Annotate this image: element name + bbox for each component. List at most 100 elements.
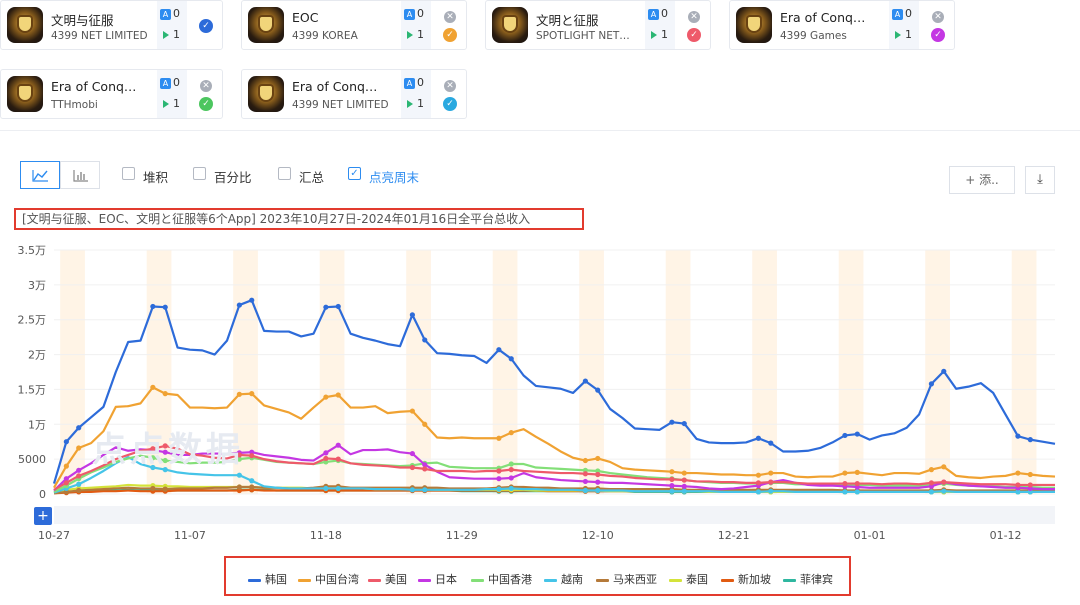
app-name: Era of Conq… <box>51 79 137 94</box>
data-point <box>768 479 774 485</box>
remove-icon[interactable]: ✕ <box>444 11 456 23</box>
data-point <box>150 303 156 310</box>
data-point <box>755 480 762 486</box>
data-point <box>409 312 415 318</box>
app-icon <box>7 7 43 43</box>
app-publisher: 4399 Games <box>780 30 847 42</box>
legend-item[interactable]: 越南 <box>544 571 583 587</box>
legend-item[interactable]: 马来西亚 <box>596 571 657 587</box>
y-tick-label: 1.5万 <box>18 383 47 396</box>
legend-label: 泰国 <box>686 573 708 586</box>
remove-icon[interactable]: ✕ <box>932 11 944 23</box>
data-point <box>681 488 687 494</box>
data-point <box>335 485 341 492</box>
data-point <box>63 476 69 482</box>
y-tick-label: 2万 <box>28 349 46 362</box>
ios-count: 0 <box>905 7 912 20</box>
remove-icon[interactable]: ✕ <box>444 80 456 92</box>
data-point <box>63 463 69 469</box>
data-point <box>842 480 848 487</box>
data-point <box>409 487 415 493</box>
y-tick-label: 3.5万 <box>18 244 47 257</box>
legend-item[interactable]: 新加坡 <box>721 571 771 587</box>
legend-item[interactable]: 菲律宾 <box>783 571 833 587</box>
data-point <box>76 467 82 473</box>
x-tick-label: 11-29 <box>446 529 478 542</box>
data-point <box>150 384 156 390</box>
app-store-icon: A <box>892 8 903 20</box>
app-icon <box>736 7 772 43</box>
data-point <box>508 467 514 473</box>
check-icon[interactable]: ✓ <box>199 97 213 111</box>
android-count: 1 <box>173 97 180 110</box>
data-point <box>681 420 687 427</box>
legend-item[interactable]: 中国台湾 <box>298 571 359 587</box>
app-name: 文明与征服 <box>51 13 114 28</box>
data-point <box>409 464 415 471</box>
remove-icon[interactable]: ✕ <box>200 80 212 92</box>
zoom-add-button[interactable]: + <box>34 507 52 525</box>
data-point <box>941 488 947 494</box>
data-point <box>842 470 848 476</box>
check-icon[interactable]: ✓ <box>443 28 457 42</box>
bar-chart-toggle[interactable] <box>60 161 100 189</box>
app-store-icon: A <box>160 77 171 89</box>
data-point <box>162 457 168 464</box>
check-icon[interactable]: ✓ <box>931 28 945 42</box>
data-point <box>422 421 428 427</box>
data-point <box>63 480 69 486</box>
legend-item[interactable]: 韩国 <box>248 571 287 587</box>
check-icon[interactable]: ✓ <box>687 28 701 42</box>
check-icon[interactable]: ✓ <box>443 97 457 111</box>
stack-checkbox[interactable] <box>122 167 135 180</box>
app-store-icon: A <box>160 8 171 20</box>
remove-icon[interactable]: ✕ <box>688 11 700 23</box>
check-icon[interactable]: ✓ <box>199 19 213 33</box>
download-button[interactable]: ⤓ <box>1025 166 1055 194</box>
data-point <box>236 302 242 308</box>
data-point <box>335 442 341 448</box>
app-name: EOC <box>292 10 319 25</box>
app-publisher: 4399 NET LIMITED <box>51 30 148 42</box>
weekend-band <box>492 250 518 494</box>
ios-count: 0 <box>417 76 424 89</box>
legend-item[interactable]: 日本 <box>418 571 457 587</box>
divider <box>0 130 1080 131</box>
data-point <box>755 489 762 495</box>
total-checkbox[interactable] <box>278 167 291 180</box>
data-point <box>422 466 428 472</box>
line-chart-toggle[interactable] <box>20 161 60 189</box>
data-point <box>768 470 774 476</box>
total-label: 汇总 <box>299 170 325 185</box>
x-tick-label: 01-12 <box>990 529 1022 542</box>
legend-item[interactable]: 中国香港 <box>471 571 532 587</box>
app-icon <box>248 76 284 112</box>
data-point <box>76 481 82 487</box>
weekend-checkbox[interactable]: ✓ <box>348 167 361 180</box>
data-point <box>162 391 168 397</box>
series-line <box>52 299 1056 484</box>
data-point <box>496 476 502 482</box>
data-point <box>335 303 341 310</box>
percent-checkbox[interactable] <box>193 167 206 180</box>
app-name: Era of Conq… <box>292 79 378 94</box>
android-count: 1 <box>173 28 180 41</box>
legend-item[interactable]: 泰国 <box>669 571 708 587</box>
add-button[interactable]: + 添.. <box>949 166 1015 194</box>
legend-item[interactable]: 美国 <box>368 571 407 587</box>
legend-label: 中国香港 <box>488 573 532 586</box>
google-play-icon <box>163 31 169 39</box>
y-tick-label: 2.5万 <box>18 314 47 327</box>
android-count: 1 <box>905 28 912 41</box>
data-point <box>335 392 341 398</box>
data-point <box>150 446 156 452</box>
weekend-band <box>60 250 85 494</box>
